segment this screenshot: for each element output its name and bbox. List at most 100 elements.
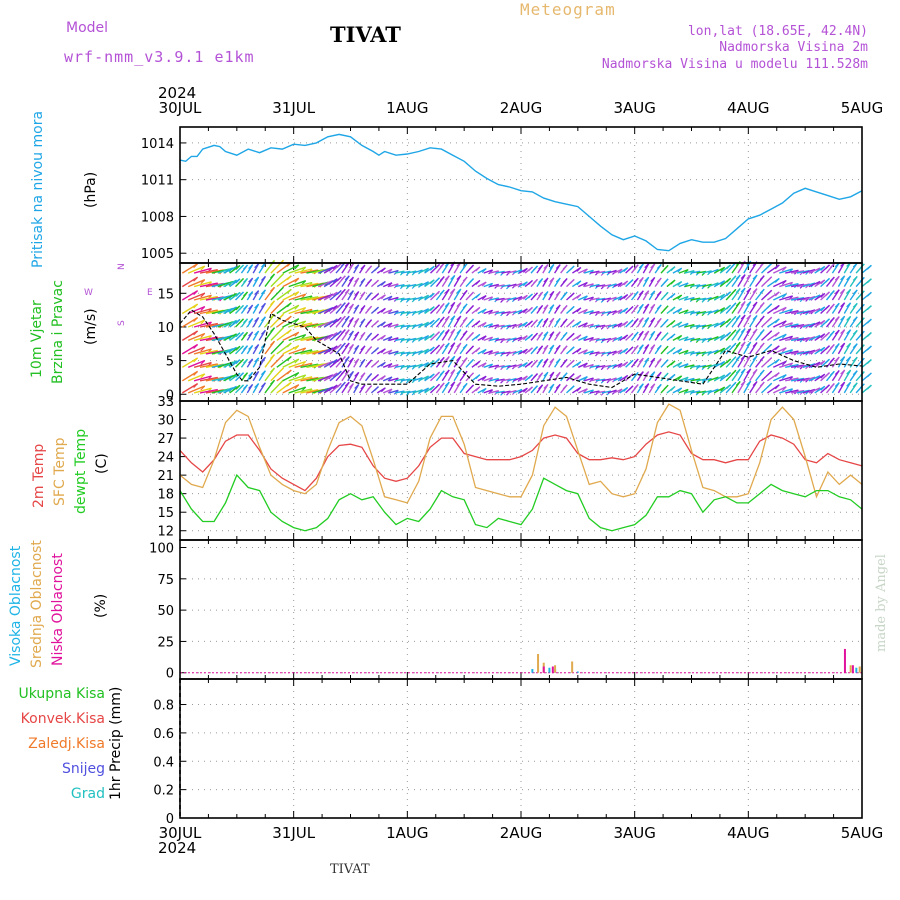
- wind-barb: [406, 310, 417, 315]
- wind-barb-flag: [555, 277, 561, 283]
- wind-barb-flag: [528, 293, 533, 299]
- wind-barb: [702, 310, 712, 315]
- wind-barb-flag: [663, 318, 669, 324]
- wind-barb: [507, 270, 517, 274]
- wind-barb-flag: [825, 345, 830, 351]
- wind-barb-flag: [344, 329, 350, 335]
- wind-barb-flag: [866, 332, 872, 338]
- wind-barb-flag: [543, 264, 549, 269]
- wind-barb-flag: [834, 275, 840, 281]
- wind-barb-flag: [582, 308, 588, 314]
- wind-barb: [217, 375, 234, 382]
- wind-barb-flag: [254, 370, 260, 376]
- wind-barb: [708, 376, 719, 382]
- wind-barb-flag: [555, 371, 561, 377]
- panel-frame: [179, 400, 863, 541]
- sfc-temp-series-line: [179, 403, 863, 504]
- wind-barb-flag: [846, 329, 852, 335]
- wind-barb-flag: [670, 360, 676, 366]
- wind-barb-flag: [517, 376, 523, 382]
- wind-barb-flag: [829, 370, 835, 376]
- wind-barb-flag: [576, 347, 582, 353]
- wind-barb-flag: [239, 358, 244, 364]
- wind-barb-flag: [260, 302, 266, 308]
- wind-barb-flag: [374, 360, 379, 366]
- date-tick-label-bottom: 3AUG: [613, 824, 655, 842]
- wind-barb-flag: [235, 305, 241, 311]
- wind-barb-flag: [424, 281, 430, 287]
- wind-barb-flag: [735, 355, 741, 361]
- wind-barb-flag: [435, 317, 440, 323]
- wind-barb-flag: [549, 317, 555, 323]
- wind-barb-flag: [193, 276, 199, 282]
- wind-barb-flag: [633, 277, 639, 283]
- legend-conv-precip: Konvek.Kisa: [20, 711, 105, 727]
- wind-barb-flag: [735, 368, 741, 374]
- wind-barb-flag: [301, 347, 307, 353]
- wind-barb-flag: [462, 382, 468, 388]
- wind-barb: [583, 296, 594, 301]
- wind-barb-flag: [656, 331, 662, 337]
- wind-barb-flag: [235, 384, 241, 390]
- wind-barb-flag: [450, 381, 456, 387]
- wind-barb-flag: [617, 295, 623, 301]
- wind-barb: [607, 377, 617, 382]
- wind-barb-flag: [628, 359, 634, 365]
- wind-barb-flag: [840, 329, 846, 335]
- date-tick-label-bottom: 30JUL: [159, 824, 202, 842]
- wind-barb: [394, 390, 405, 394]
- y-tick-label: 5: [166, 355, 174, 370]
- wind-barb-flag: [260, 370, 266, 376]
- wind-barb: [406, 378, 417, 382]
- wind-barb-flag: [759, 275, 765, 281]
- wind-barb: [317, 293, 334, 301]
- wind-barb-flag: [650, 290, 656, 296]
- wind-barb-flag: [543, 344, 549, 350]
- wind-barb-flag: [549, 263, 555, 269]
- wind-barb: [495, 311, 505, 315]
- wind-barb-flag: [354, 264, 360, 270]
- wind-barb-flag: [670, 266, 676, 272]
- wind-barb-flag: [243, 264, 248, 270]
- legend-snow: Snijeg: [61, 761, 105, 777]
- wind-barb: [678, 376, 689, 382]
- wind-barb-flag: [332, 305, 338, 311]
- wind-barb-flag: [767, 343, 773, 349]
- wind-barb-flag: [774, 304, 780, 310]
- wind-barb-flag: [759, 329, 765, 335]
- wind-barb-flag: [336, 343, 342, 349]
- wind-barb-flag: [235, 291, 241, 297]
- product-title: Meteogram: [520, 0, 616, 19]
- wind-barb-flag: [286, 381, 292, 387]
- wind-barb-flag: [656, 358, 662, 364]
- wind-barb: [507, 297, 517, 301]
- wind-barb-flag: [286, 315, 292, 321]
- wind-barb: [595, 284, 606, 288]
- wind-barb-flag: [469, 358, 474, 364]
- wind-barb: [589, 378, 600, 382]
- wind-barb: [217, 294, 234, 301]
- wind-barb-flag: [270, 286, 275, 292]
- wind-barb-flag: [243, 331, 248, 337]
- wind-barb: [796, 323, 810, 328]
- wind-barb-flag: [286, 302, 292, 308]
- wind-barb: [808, 267, 821, 274]
- wind-barb: [513, 388, 523, 394]
- wind-barb: [382, 336, 393, 342]
- wind-barb-flag: [617, 363, 623, 368]
- wind-barb: [317, 386, 334, 394]
- wind-barb-flag: [569, 265, 575, 271]
- wind-barb-flag: [239, 384, 244, 390]
- wind-barb: [217, 321, 234, 328]
- wind-barb-flag: [623, 361, 629, 367]
- wind-barb-flag: [656, 317, 662, 323]
- wind-barb-flag: [726, 264, 732, 270]
- wind-barb: [282, 304, 300, 315]
- wind-barb-flag: [374, 333, 379, 339]
- wind-barb-flag: [332, 372, 338, 378]
- wind-barb-flag: [628, 332, 634, 338]
- wind-barb-flag: [193, 263, 199, 269]
- wind-barb-flag: [825, 318, 830, 324]
- wind-barb-flag: [623, 348, 629, 353]
